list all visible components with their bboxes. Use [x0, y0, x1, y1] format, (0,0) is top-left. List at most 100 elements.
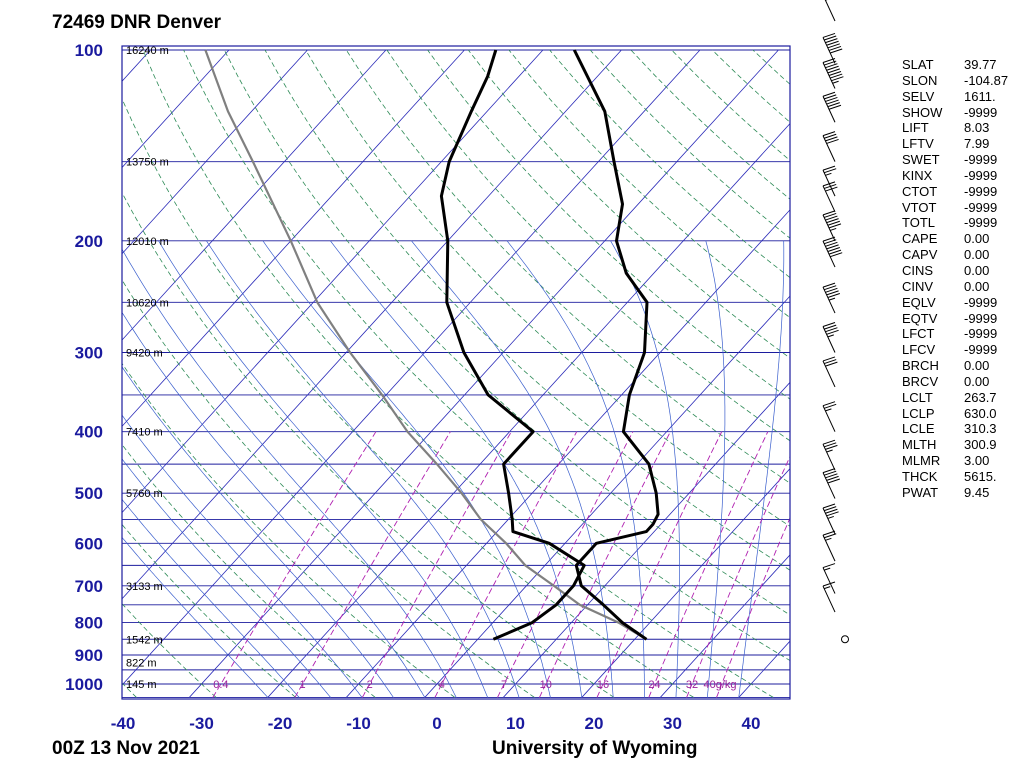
wind-barb-feather: [822, 131, 836, 137]
wind-barb-feather: [826, 218, 839, 224]
wind-barb-feather: [824, 285, 837, 291]
index-key: SLAT: [902, 57, 934, 72]
index-row: LCLE 310.3: [902, 421, 1008, 437]
moist-adiabat-line: [411, 240, 614, 698]
temperature-tick-label: 30: [663, 714, 682, 733]
wind-barb: [822, 563, 836, 594]
index-row: MLMR 3.00: [902, 453, 1008, 469]
mixing-ratio-label: 32: [686, 679, 698, 691]
height-label: 10620 m: [126, 297, 169, 309]
wind-barb-feather: [822, 181, 836, 187]
mixing-ratio-label: 1: [299, 679, 305, 691]
index-value: -9999: [964, 342, 998, 358]
index-row: LCLP 630.0: [902, 406, 1008, 422]
index-key: SELV: [902, 88, 935, 104]
wind-barb-feather: [826, 329, 839, 335]
wind-barb-feather: [825, 508, 838, 514]
index-value: 39.77: [964, 57, 997, 72]
index-row: SLAT 39.77: [902, 57, 1008, 73]
dewpoint-profile-line: [439, 49, 586, 641]
index-key: LFTV: [902, 136, 934, 152]
mixing-ratio-line: [294, 431, 451, 698]
index-row: KINX -9999: [902, 168, 1008, 184]
index-row: BRCV 0.00: [902, 374, 1008, 390]
wind-barb-feather: [822, 322, 836, 327]
index-key: LFCT: [902, 326, 935, 342]
dry-adiabat-line: [223, 49, 790, 616]
wind-barb: [822, 581, 836, 613]
height-label: 9420 m: [126, 347, 163, 359]
wind-barb: [822, 165, 837, 197]
wind-barb-feather: [827, 478, 840, 484]
wind-barb-feather: [824, 212, 837, 218]
wind-barb-feather: [822, 401, 836, 407]
wind-barb-feather: [825, 473, 838, 479]
mixing-ratio-line: [212, 431, 377, 698]
wind-barb-feather: [824, 359, 837, 365]
index-value: 5615.: [964, 468, 997, 484]
index-value: -104.87: [964, 72, 1009, 88]
wind-barb-feather: [825, 63, 838, 69]
index-row: SELV 1611.: [902, 89, 1008, 105]
wind-barb-feather: [825, 327, 838, 333]
index-value: 263.7: [964, 389, 997, 405]
index-key: SLON: [902, 72, 938, 88]
wind-barb-feather: [825, 361, 838, 367]
index-value: -9999: [964, 215, 998, 231]
temperature-profile-line: [572, 49, 660, 641]
isotherm-line: [122, 49, 544, 514]
moist-adiabat-line: [506, 240, 645, 698]
wind-barb-feather: [828, 104, 842, 110]
index-value: 1611.: [964, 88, 996, 104]
index-key: KINX: [902, 167, 933, 183]
wind-barb-feather: [826, 475, 839, 481]
wind-barb: [822, 439, 838, 471]
mixing-ratio-label: 24: [648, 679, 660, 691]
wind-barb: [822, 210, 842, 242]
index-key: LCLE: [902, 421, 935, 437]
wind-barb-half-feather: [827, 515, 834, 519]
wind-barb: [822, 356, 838, 388]
pressure-tick-label: 900: [75, 646, 103, 665]
isotherm-line: [0, 50, 72, 697]
wind-barb-feather: [825, 186, 838, 192]
index-value: 0.00: [964, 262, 990, 278]
pressure-tick-label: 1000: [65, 675, 103, 694]
pressure-tick-label: 300: [75, 343, 103, 362]
height-label: 1542 m: [126, 634, 163, 646]
moist-adiabat-line: [206, 240, 520, 698]
index-row: CINV 0.00: [902, 279, 1008, 295]
height-label: 5760 m: [126, 488, 163, 500]
wind-barb-feather: [822, 530, 836, 536]
wind-barb-staff: [822, 405, 836, 432]
index-row: CAPE 0.00: [902, 231, 1008, 247]
calm-wind-circle: [841, 635, 849, 644]
temperature-tick-label: 40: [742, 714, 761, 733]
wind-barb-staff: [822, 326, 836, 353]
dry-adiabat-line: [122, 682, 137, 698]
isotherm-line: [581, 468, 790, 698]
wind-barb-half-feather: [825, 172, 832, 176]
wind-barb-feather: [828, 45, 842, 51]
wind-barb-feather: [826, 99, 839, 105]
dry-adiabat-line: [122, 191, 615, 698]
temperature-tick-label: 10: [506, 714, 525, 733]
index-row: LFCT -9999: [902, 326, 1008, 342]
index-value: -9999: [964, 104, 998, 120]
pressure-tick-label: 600: [75, 534, 103, 553]
wind-barb-half-feather: [827, 334, 834, 338]
wind-barb-half-feather: [824, 567, 831, 571]
wind-barb-feather: [822, 503, 836, 509]
index-key: EQLV: [902, 294, 936, 310]
index-row: EQTV -9999: [902, 311, 1008, 327]
index-row: PWAT 9.45: [902, 485, 1008, 501]
mixing-ratio-label: 0.4: [213, 679, 228, 691]
index-row: CAPV 0.00: [902, 247, 1008, 263]
wind-barb-staff: [822, 507, 836, 535]
isotherm-line: [345, 209, 790, 698]
index-row: MLTH 300.9: [902, 437, 1008, 453]
index-row: BRCH 0.00: [902, 358, 1008, 374]
moist-adiabat-line: [705, 240, 726, 698]
pressure-tick-label: 500: [75, 484, 103, 503]
